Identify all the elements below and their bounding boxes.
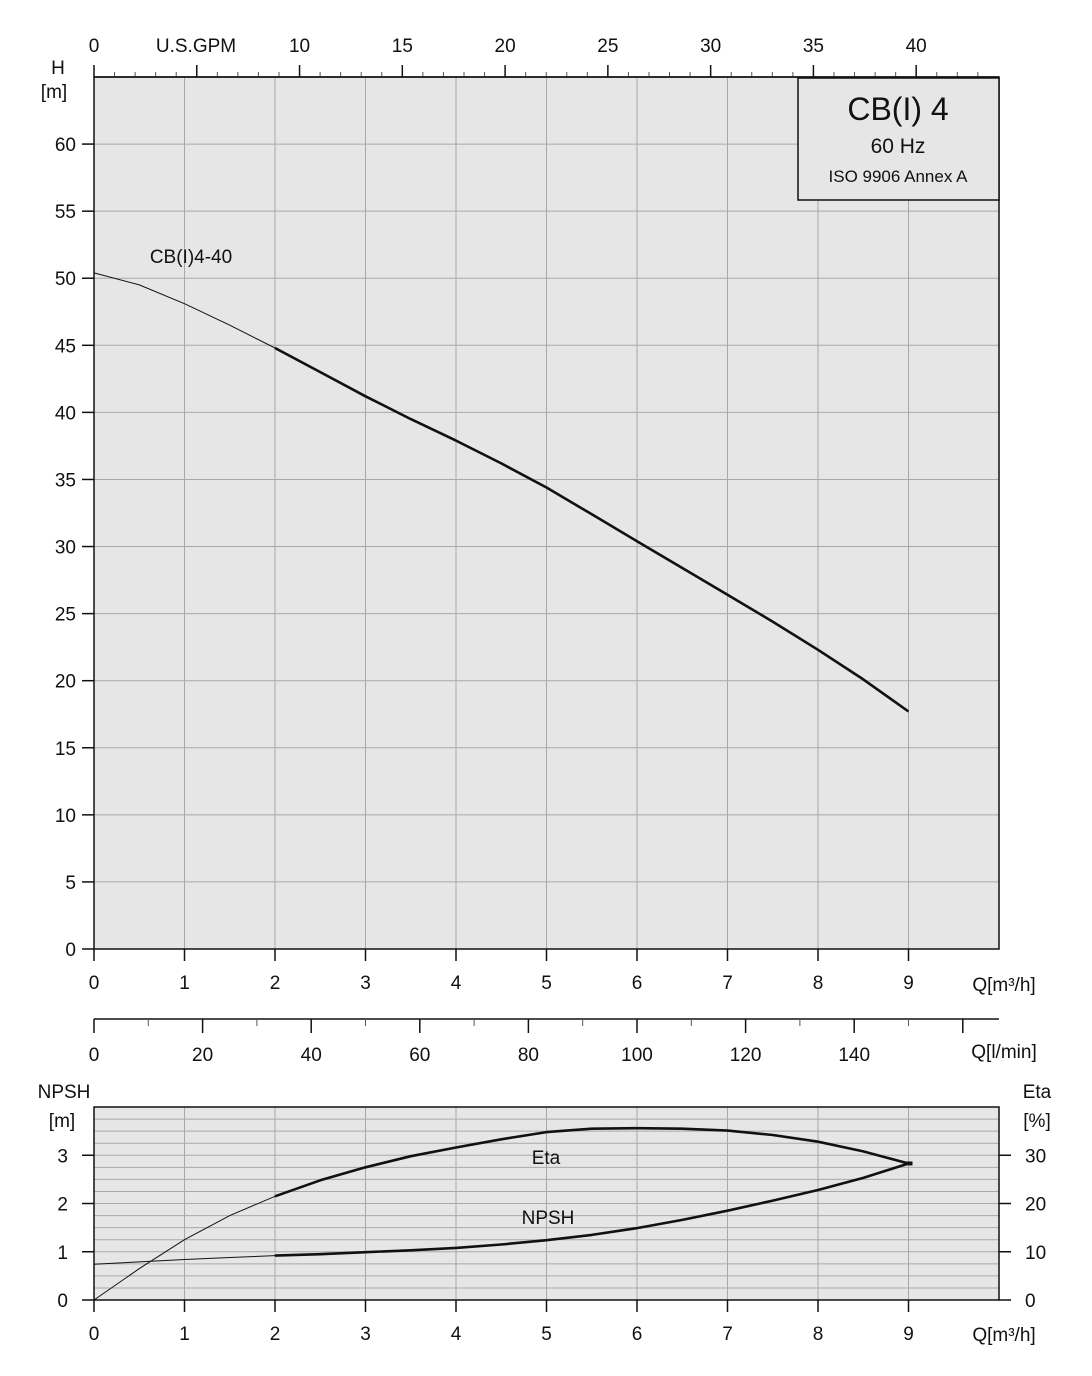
- head-axis-title: H: [51, 58, 65, 79]
- eta-axis-unit: [%]: [1023, 1111, 1050, 1132]
- head-y-tick-label: 15: [55, 739, 76, 760]
- npsh-y-tick-label: 2: [57, 1195, 68, 1216]
- npsh-y-tick-label: 3: [57, 1146, 68, 1167]
- head-y-tick-label: 30: [55, 538, 76, 559]
- gpm-tick-label: 30: [700, 36, 721, 57]
- npsh-x-tick-label: 7: [722, 1324, 733, 1345]
- lmin-tick-label: 100: [621, 1045, 653, 1066]
- npsh-curve-thin: [93, 1255, 276, 1265]
- lmin-tick-label: 60: [409, 1045, 430, 1066]
- eta-y-tick-label: 0: [1025, 1291, 1036, 1312]
- head-y-tick-label: 50: [55, 269, 76, 290]
- series-label-cbi4-40: CB(I)4-40: [150, 247, 232, 268]
- head-x-tick-label: 0: [89, 973, 100, 994]
- head-x-tick-label: 1: [179, 973, 190, 994]
- lmin-tick-label: 120: [730, 1045, 762, 1066]
- npsh-x-tick-label: 9: [903, 1324, 914, 1345]
- head-y-tick-label: 25: [55, 605, 76, 626]
- lmin-tick-label: 40: [301, 1045, 322, 1066]
- gpm-tick-label: 10: [289, 36, 310, 57]
- lmin-axis-title: Q[l/min]: [971, 1042, 1036, 1063]
- npsh-x-tick-label: 0: [89, 1324, 100, 1345]
- gpm-axis-title: U.S.GPM: [156, 36, 236, 57]
- gpm-tick-label: 20: [495, 36, 516, 57]
- head-x-tick-label: 4: [451, 973, 462, 994]
- head-y-tick-label: 60: [55, 135, 76, 156]
- pump-test-standard: ISO 9906 Annex A: [829, 167, 969, 186]
- head-y-tick-label: 45: [55, 336, 76, 357]
- npsh-axis-unit: [m]: [49, 1111, 75, 1132]
- head-y-tick-label: 0: [65, 940, 76, 961]
- head-x-tick-label: 2: [270, 973, 281, 994]
- npsh-x-tick-label: 8: [813, 1324, 824, 1345]
- npsh-curve: [274, 1162, 909, 1257]
- head-x-tick-label: 8: [813, 973, 824, 994]
- head-axis-unit: [m]: [41, 82, 67, 103]
- series-label-eta: Eta: [532, 1148, 561, 1169]
- gpm-tick-label: 35: [803, 36, 824, 57]
- head-y-tick-label: 5: [65, 873, 76, 894]
- head-x-tick-label: 9: [903, 973, 914, 994]
- lmin-tick-label: 20: [192, 1045, 213, 1066]
- eta-curve: [274, 1126, 909, 1198]
- npsh-eta-curves: [93, 1126, 913, 1301]
- lmin-tick-label: 0: [89, 1045, 100, 1066]
- npsh-y-tick-label: 1: [57, 1243, 68, 1264]
- eta-y-tick-label: 10: [1025, 1243, 1046, 1264]
- head-curve: [274, 346, 910, 713]
- gpm-tick-label: 0: [89, 36, 100, 57]
- gpm-tick-label: 40: [906, 36, 927, 57]
- lmin-axis: 0 20 40 60 80 100 120 140: [89, 1018, 999, 1066]
- npsh-x-tick-label: 5: [541, 1324, 552, 1345]
- head-y-tick-label: 40: [55, 403, 76, 424]
- eta-y-tick-label: 30: [1025, 1146, 1046, 1167]
- lmin-tick-label: 140: [838, 1045, 870, 1066]
- flow-axis-title-head: Q[m³/h]: [972, 975, 1035, 996]
- npsh-grid: [94, 1107, 999, 1300]
- info-box-frame: [797, 77, 1000, 201]
- npsh-x-tick-label: 4: [451, 1324, 462, 1345]
- npsh-y-tick-label: 0: [57, 1291, 68, 1312]
- head-y-tick-label: 55: [55, 202, 76, 223]
- head-y-tick-label: 35: [55, 470, 76, 491]
- pump-info-box: CB(I) 4 60 Hz ISO 9906 Annex A: [797, 77, 1000, 201]
- head-x-tick-label: 3: [360, 973, 371, 994]
- npsh-x-tick-label: 3: [360, 1324, 371, 1345]
- lmin-tick-label: 80: [518, 1045, 539, 1066]
- gpm-tick-label: 25: [597, 36, 618, 57]
- eta-y-tick-label: 20: [1025, 1195, 1046, 1216]
- head-grid: [94, 77, 999, 949]
- head-x-tick-label: 6: [632, 973, 643, 994]
- head-curve-thin: [93, 272, 276, 349]
- head-x-tick-label: 7: [722, 973, 733, 994]
- pump-model-title: CB(I) 4: [847, 91, 948, 127]
- npsh-x-tick-label: 6: [632, 1324, 643, 1345]
- gpm-tick-label: 15: [392, 36, 413, 57]
- pump-frequency: 60 Hz: [871, 135, 926, 158]
- npsh-axis-title: NPSH: [38, 1082, 91, 1103]
- head-y-tick-label: 20: [55, 672, 76, 693]
- series-label-npsh: NPSH: [522, 1208, 575, 1229]
- eta-curve-thin: [93, 1195, 276, 1301]
- flow-axis-title-npsh: Q[m³/h]: [972, 1325, 1035, 1346]
- head-curves: [93, 272, 910, 713]
- npsh-x-tick-label: 1: [179, 1324, 190, 1345]
- npsh-x-tick-label: 2: [270, 1324, 281, 1345]
- head-y-tick-label: 10: [55, 806, 76, 827]
- eta-axis-title: Eta: [1023, 1082, 1052, 1103]
- head-x-tick-label: 5: [541, 973, 552, 994]
